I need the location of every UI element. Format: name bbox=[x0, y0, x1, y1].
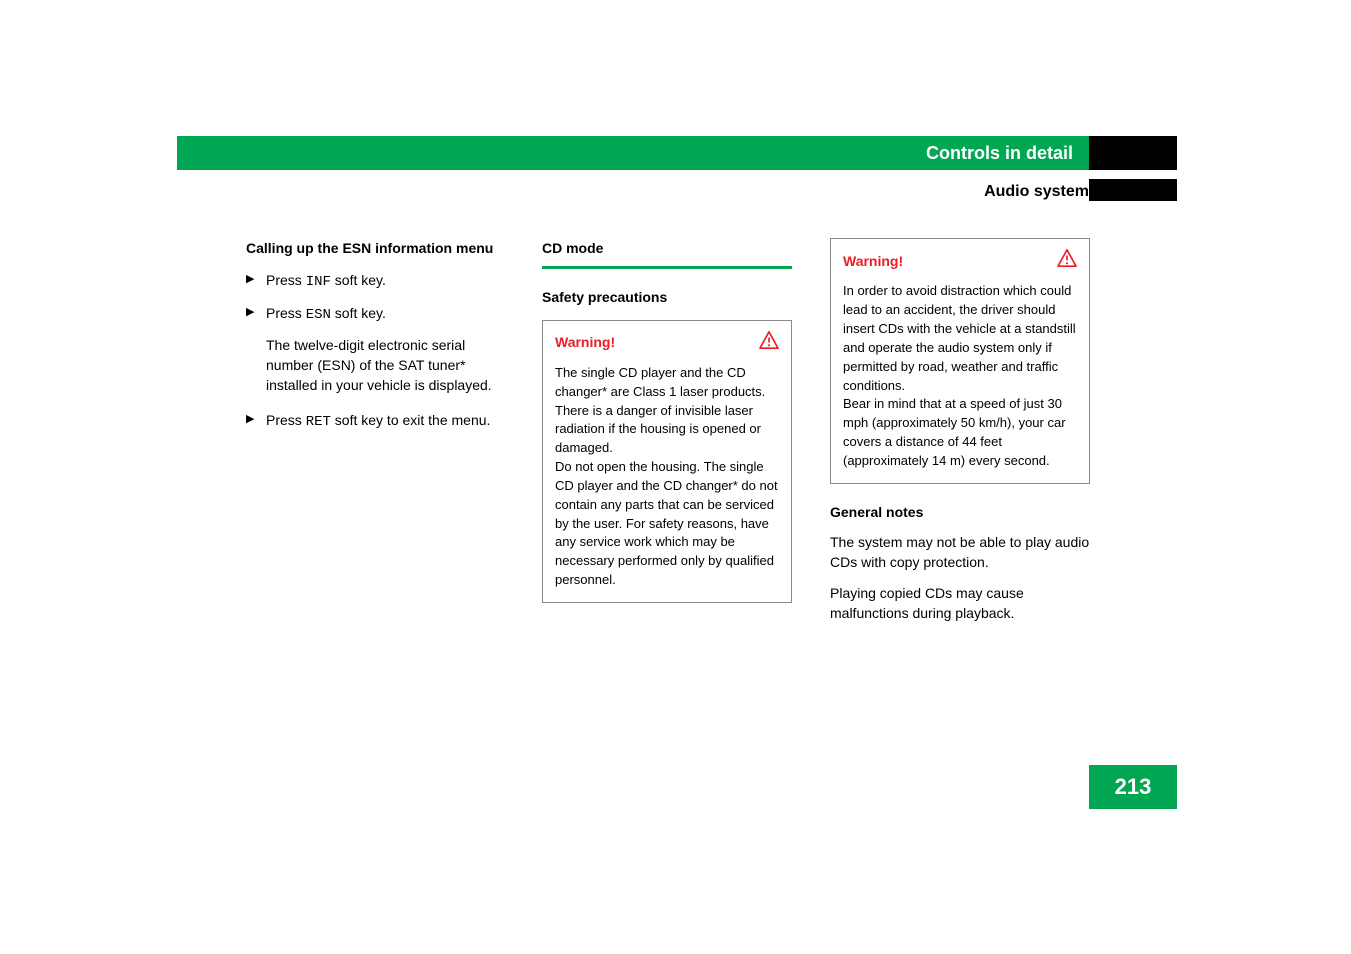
softkey-label: RET bbox=[306, 414, 331, 430]
warning-box: Warning! The single CD player and the CD… bbox=[542, 320, 792, 603]
chapter-title: Controls in detail bbox=[926, 143, 1177, 164]
warning-header: Warning! bbox=[843, 249, 1077, 272]
cd-mode-heading: CD mode bbox=[542, 238, 792, 258]
safety-heading: Safety precautions bbox=[542, 287, 792, 307]
bullet-text: Press RET soft key to exit the menu. bbox=[266, 410, 504, 432]
bullet-text: Press ESN soft key. bbox=[266, 303, 504, 325]
triangle-bullet-icon: ▶ bbox=[246, 270, 266, 292]
warning-body: In order to avoid distraction which coul… bbox=[843, 282, 1077, 470]
warning-paragraph: The single CD player and the CD changer*… bbox=[555, 364, 779, 458]
warning-label: Warning! bbox=[843, 251, 903, 271]
bullet-prefix: Press bbox=[266, 305, 306, 321]
list-item: ▶ Press INF soft key. bbox=[246, 270, 504, 292]
continuation-text: The twelve-digit electronic serial numbe… bbox=[266, 335, 504, 396]
esn-heading: Calling up the ESN information menu bbox=[246, 238, 504, 258]
bullet-text: Press INF soft key. bbox=[266, 270, 504, 292]
bullet-suffix: soft key. bbox=[331, 272, 386, 288]
triangle-bullet-icon: ▶ bbox=[246, 303, 266, 325]
warning-triangle-icon bbox=[759, 331, 779, 354]
body-paragraph: Playing copied CDs may cause malfunction… bbox=[830, 583, 1090, 624]
bullet-suffix: soft key. bbox=[331, 305, 386, 321]
column-3: Warning! In order to avoid distraction w… bbox=[830, 238, 1090, 633]
bullet-suffix: soft key to exit the menu. bbox=[331, 412, 491, 428]
bullet-prefix: Press bbox=[266, 412, 306, 428]
softkey-label: ESN bbox=[306, 307, 331, 323]
column-2: CD mode Safety precautions Warning! The … bbox=[542, 238, 792, 633]
body-paragraph: The system may not be able to play audio… bbox=[830, 532, 1090, 573]
page-content: Calling up the ESN information menu ▶ Pr… bbox=[246, 238, 1089, 633]
chapter-header-bar: Controls in detail bbox=[177, 136, 1177, 170]
softkey-label: INF bbox=[306, 274, 331, 290]
warning-triangle-icon bbox=[1057, 249, 1077, 272]
section-title: Audio system bbox=[177, 183, 1089, 201]
warning-box: Warning! In order to avoid distraction w… bbox=[830, 238, 1090, 484]
warning-header: Warning! bbox=[555, 331, 779, 354]
green-rule bbox=[542, 266, 792, 269]
list-item: ▶ Press RET soft key to exit the menu. bbox=[246, 410, 504, 432]
subheader-black-tab bbox=[1089, 179, 1177, 201]
general-notes-heading: General notes bbox=[830, 502, 1090, 522]
triangle-bullet-icon: ▶ bbox=[246, 410, 266, 432]
bullet-prefix: Press bbox=[266, 272, 306, 288]
warning-paragraph: Bear in mind that at a speed of just 30 … bbox=[843, 395, 1077, 470]
column-1: Calling up the ESN information menu ▶ Pr… bbox=[246, 238, 504, 633]
warning-paragraph: Do not open the housing. The single CD p… bbox=[555, 458, 779, 590]
warning-label: Warning! bbox=[555, 332, 615, 352]
page-number: 213 bbox=[1089, 765, 1177, 809]
warning-body: The single CD player and the CD changer*… bbox=[555, 364, 779, 590]
list-item: ▶ Press ESN soft key. bbox=[246, 303, 504, 325]
warning-paragraph: In order to avoid distraction which coul… bbox=[843, 282, 1077, 395]
